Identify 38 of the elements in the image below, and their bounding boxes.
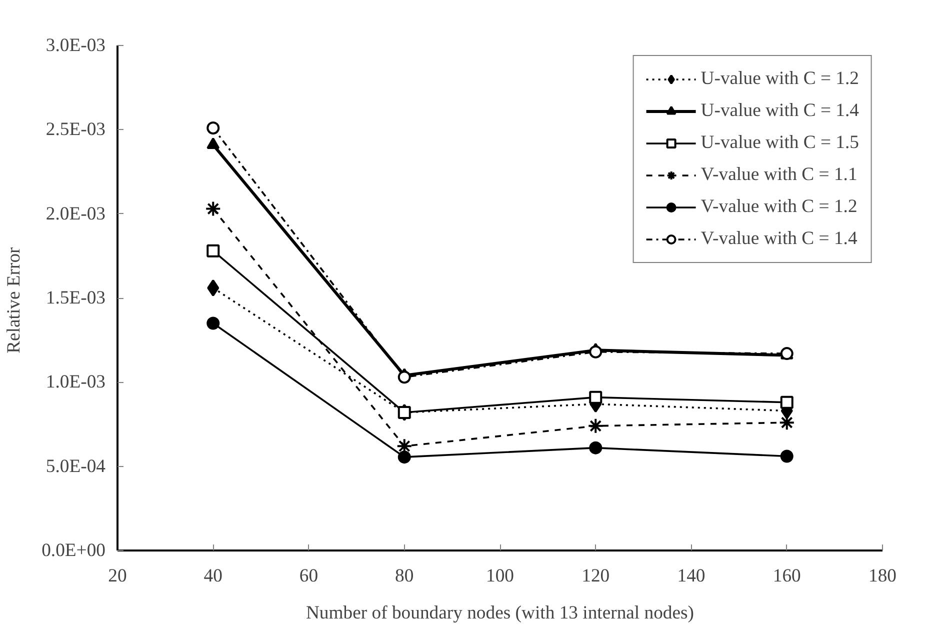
point xyxy=(588,418,604,434)
point xyxy=(398,370,411,384)
point xyxy=(206,121,220,134)
point xyxy=(780,450,794,463)
x-tick-label: 60 xyxy=(299,566,318,586)
x-tick-label: 180 xyxy=(868,566,896,586)
y-tick-label: 2.0E-03 xyxy=(46,203,106,224)
y-axis-title: Relative Error xyxy=(4,246,25,354)
y-tick-label: 2.5E-03 xyxy=(46,119,106,140)
point xyxy=(205,200,222,217)
x-tick-label: 100 xyxy=(486,566,514,586)
point xyxy=(589,345,602,358)
legend-label: U-value with C = 1.5 xyxy=(700,132,859,154)
point xyxy=(589,390,602,404)
legend-label: U-value with C = 1.2 xyxy=(700,68,859,90)
point xyxy=(206,244,220,258)
x-tick-label: 20 xyxy=(108,566,127,586)
x-tick-label: 80 xyxy=(395,566,414,586)
legend-label: V-value with C = 1.2 xyxy=(700,196,858,218)
point xyxy=(589,441,602,454)
x-tick-label: 140 xyxy=(677,566,706,586)
point xyxy=(207,279,220,296)
y-tick-label: 0.0E+00 xyxy=(42,540,106,561)
y-tick-label: 1.5E-03 xyxy=(46,288,106,308)
point xyxy=(206,316,220,330)
legend-label: V-value with C = 1.4 xyxy=(700,228,858,250)
x-tick-label: 160 xyxy=(772,566,801,586)
y-tick-label: 1.0E-03 xyxy=(46,372,106,393)
legend-label: V-value with C = 1.1 xyxy=(700,164,858,186)
point xyxy=(398,450,411,464)
y-tick-label: 5.0E-04 xyxy=(46,456,106,477)
y-tick-label: 3.0E-03 xyxy=(46,35,106,56)
x-tick-label: 40 xyxy=(204,566,222,586)
legend-label: U-value with C = 1.4 xyxy=(700,100,859,122)
point xyxy=(778,414,795,431)
x-axis-title: Number of boundary nodes (with 13 internal nodes) xyxy=(306,602,694,624)
x-tick-label: 120 xyxy=(582,566,610,586)
point xyxy=(780,396,794,409)
